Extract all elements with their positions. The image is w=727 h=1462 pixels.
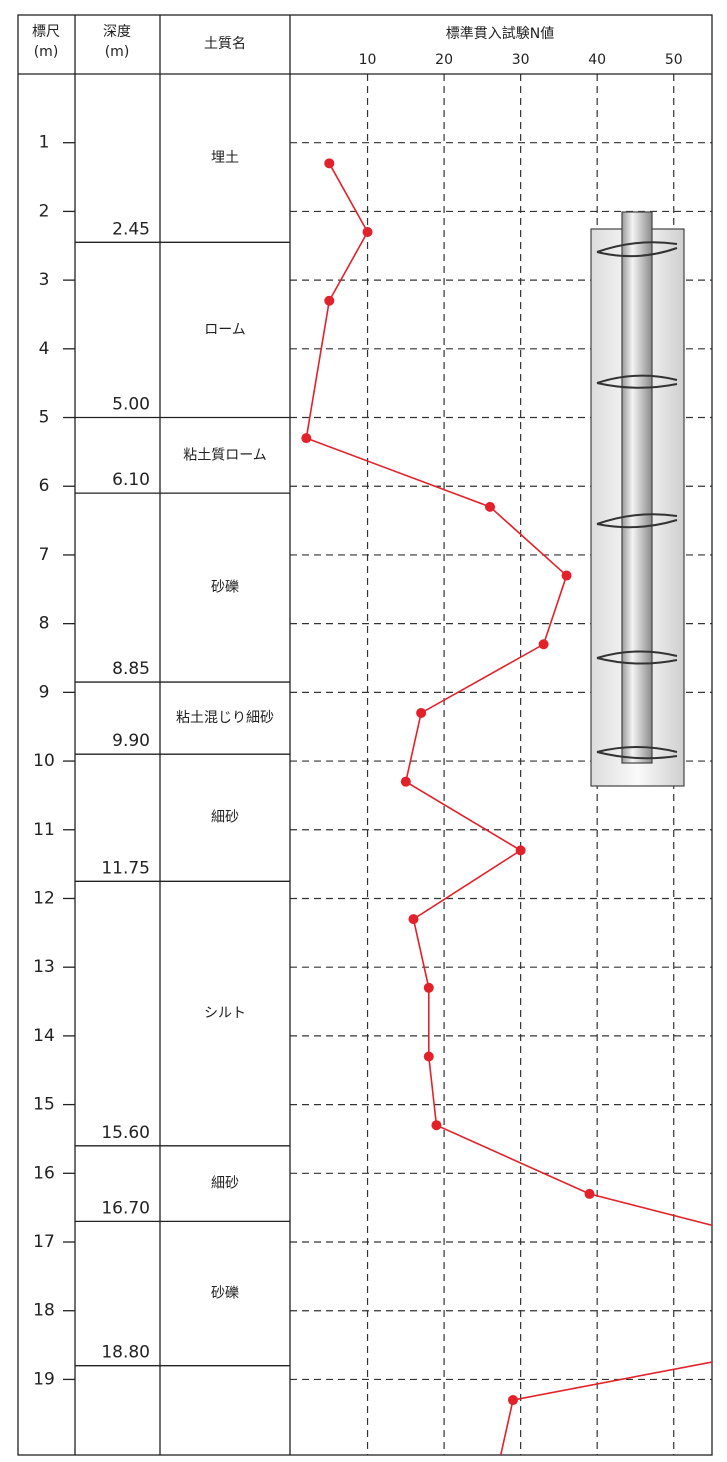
layer-bottom-depth: 6.10	[112, 470, 150, 490]
n-value-point	[362, 227, 373, 238]
n-value-point	[423, 982, 434, 993]
y-tick-label: 6	[39, 476, 50, 496]
layer-bottom-depth: 9.90	[112, 731, 150, 751]
n-value-point	[431, 1120, 442, 1131]
soil-name: 細砂	[211, 810, 239, 826]
header-depth: 深度	[103, 24, 131, 40]
y-tick-label: 9	[39, 682, 50, 702]
n-value-point	[301, 433, 312, 444]
layer-bottom-depth: 16.70	[101, 1198, 150, 1218]
n-value-point	[485, 501, 496, 512]
y-tick-label: 17	[33, 1232, 55, 1252]
header-scale: 標尺	[32, 24, 60, 40]
n-value-point	[324, 158, 335, 169]
layer-bottom-depth: 2.45	[112, 219, 150, 239]
y-tick-label: 16	[33, 1163, 55, 1183]
header-soil: 土質名	[204, 36, 246, 52]
x-tick-label: 50	[665, 52, 683, 68]
n-value-point	[324, 295, 335, 306]
y-tick-label: 13	[33, 957, 55, 977]
y-tick-label: 10	[33, 751, 55, 771]
n-value-point	[400, 776, 411, 787]
soil-name: 砂礫	[211, 1286, 239, 1302]
n-value-point	[507, 1395, 518, 1406]
layer-bottom-depth: 5.00	[112, 395, 150, 415]
chart-title: 標準貫入試験N値	[446, 26, 554, 42]
y-tick-label: 2	[39, 201, 50, 221]
n-value-point	[515, 845, 526, 856]
layer-bottom-depth: 8.85	[112, 659, 150, 679]
soil-name: 粘土質ローム	[183, 447, 267, 463]
n-value-point	[538, 639, 549, 650]
y-tick-label: 19	[33, 1369, 55, 1389]
x-tick-label: 40	[588, 52, 606, 68]
layer-bottom-depth: 11.75	[101, 858, 150, 878]
y-tick-label: 8	[39, 614, 50, 634]
y-tick-label: 4	[39, 339, 50, 359]
x-tick-label: 10	[359, 52, 377, 68]
y-tick-label: 14	[33, 1026, 55, 1046]
soil-name: シルト	[204, 1006, 246, 1022]
y-tick-label: 18	[33, 1301, 55, 1321]
y-tick-label: 3	[39, 270, 50, 290]
pile-illustration	[590, 211, 685, 787]
soil-name: 粘土混じり細砂	[176, 710, 274, 726]
soil-name: ローム	[204, 322, 246, 338]
n-value-point	[561, 570, 572, 581]
x-tick-label: 20	[435, 52, 453, 68]
soil-name: 砂礫	[211, 580, 239, 596]
n-value-point	[408, 914, 419, 925]
outer-frame	[17, 14, 713, 1456]
soil-name: 埋土	[211, 150, 239, 166]
y-tick-label: 1	[39, 133, 50, 153]
y-tick-label: 15	[33, 1095, 55, 1115]
y-tick-label: 5	[39, 408, 50, 428]
header-depth-unit: (m)	[105, 44, 130, 60]
n-value-point	[416, 707, 427, 718]
soil-name: 細砂	[211, 1176, 239, 1192]
n-value-point	[584, 1188, 595, 1199]
y-tick-label: 12	[33, 888, 55, 908]
n-value-point	[423, 1051, 434, 1062]
layer-bottom-depth: 15.60	[101, 1123, 150, 1143]
y-tick-label: 7	[39, 545, 50, 565]
y-tick-label: 11	[33, 820, 55, 840]
header-scale-unit: (m)	[34, 44, 59, 60]
plot-area	[301, 158, 712, 1455]
layer-bottom-depth: 18.80	[101, 1343, 150, 1363]
x-tick-label: 30	[512, 52, 530, 68]
